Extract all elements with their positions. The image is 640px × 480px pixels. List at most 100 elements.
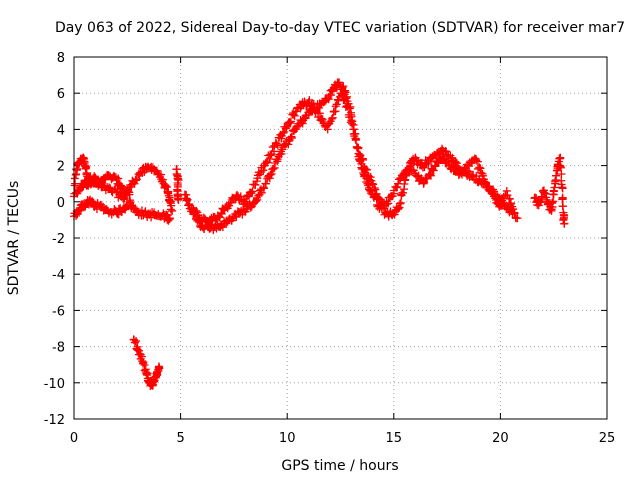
data-point <box>273 141 282 150</box>
x-tick-label: 5 <box>176 431 184 446</box>
y-tick-label: 0 <box>57 196 65 211</box>
data-point <box>542 195 551 204</box>
data-point <box>441 146 450 155</box>
data-point <box>269 164 278 173</box>
data-point <box>327 114 336 123</box>
data-point <box>79 153 88 162</box>
data-point <box>158 175 167 184</box>
data-point <box>70 174 79 183</box>
data-point <box>481 178 490 187</box>
x-tick-label: 20 <box>492 431 509 446</box>
data-point <box>472 172 481 181</box>
series-2 <box>70 195 174 225</box>
data-point <box>232 190 241 199</box>
data-point <box>130 338 139 347</box>
data-point <box>300 97 309 106</box>
data-point <box>424 159 433 168</box>
data-point <box>324 95 333 104</box>
y-tick-label: -10 <box>44 377 65 392</box>
data-point <box>459 167 468 176</box>
data-point <box>257 188 266 197</box>
data-point <box>394 179 403 188</box>
data-point <box>549 197 558 206</box>
data-point <box>476 164 485 173</box>
data-point <box>248 187 257 196</box>
data-point <box>328 113 337 122</box>
data-point <box>558 184 567 193</box>
data-point <box>267 169 276 178</box>
x-tick-label: 10 <box>279 431 296 446</box>
data-point <box>332 100 341 109</box>
axis-ticks: -12 -10 -8 -6 -4 -2 0 2 4 6 8 0 5 10 15 20 25 <box>44 51 616 446</box>
data-point <box>232 212 241 221</box>
y-tick-label: -6 <box>52 304 65 319</box>
data-point <box>192 206 201 215</box>
data-point <box>558 194 567 203</box>
chart-title: Day 063 of 2022, Sidereal Day-to-day VTE… <box>55 20 625 36</box>
data-point <box>132 176 141 185</box>
y-tick-label: -2 <box>52 232 65 247</box>
series-6 <box>180 78 522 235</box>
data-point <box>538 194 547 203</box>
data-point <box>168 206 177 215</box>
data-point <box>362 165 371 174</box>
data-point <box>362 165 371 174</box>
data-point <box>539 188 548 197</box>
data-point <box>505 194 514 203</box>
data-point <box>217 209 226 218</box>
data-point <box>497 199 506 208</box>
data-point <box>309 100 318 109</box>
data-point <box>443 157 452 166</box>
data-point <box>125 190 134 199</box>
x-axis-title: GPS time / hours <box>281 458 398 474</box>
y-tick-label: 8 <box>57 51 65 66</box>
data-point <box>392 183 401 192</box>
data-point <box>412 156 421 165</box>
data-point <box>401 176 410 185</box>
x-tick-label: 25 <box>599 431 616 446</box>
data-point <box>358 155 367 164</box>
data-point <box>285 118 294 127</box>
data-point <box>253 195 262 204</box>
series-5 <box>172 165 183 204</box>
data-point <box>247 189 256 198</box>
data-point <box>132 337 141 346</box>
data-point <box>349 125 358 134</box>
data-point <box>132 175 141 184</box>
y-tick-label: 4 <box>57 123 65 138</box>
data-point <box>304 111 313 120</box>
data-point <box>506 199 515 208</box>
data-point <box>396 198 405 207</box>
data-point <box>266 170 275 179</box>
data-point <box>315 109 324 118</box>
y-axis-title: SDTVAR / TECUs <box>6 181 22 296</box>
data-point <box>272 139 281 148</box>
data-point <box>278 129 287 138</box>
data-point <box>82 162 91 171</box>
data-point <box>369 180 378 189</box>
data-point <box>183 195 192 204</box>
data-point <box>153 370 162 379</box>
data-point <box>339 82 348 91</box>
data-point <box>426 170 435 179</box>
data-point <box>541 190 550 199</box>
data-point <box>155 364 164 373</box>
data-point <box>491 194 500 203</box>
data-point <box>352 135 361 144</box>
data-point <box>335 78 344 87</box>
data-point <box>475 163 484 172</box>
data-point <box>251 180 260 189</box>
data-point <box>499 192 508 201</box>
data-point <box>426 171 435 180</box>
data-point <box>399 188 408 197</box>
data-points <box>70 78 569 390</box>
data-point <box>478 171 487 180</box>
series-4 <box>129 335 164 390</box>
data-point <box>325 119 334 128</box>
data-point <box>559 215 568 224</box>
data-point <box>394 205 403 214</box>
plot-frame <box>73 56 608 420</box>
y-tick-label: -4 <box>52 268 65 283</box>
